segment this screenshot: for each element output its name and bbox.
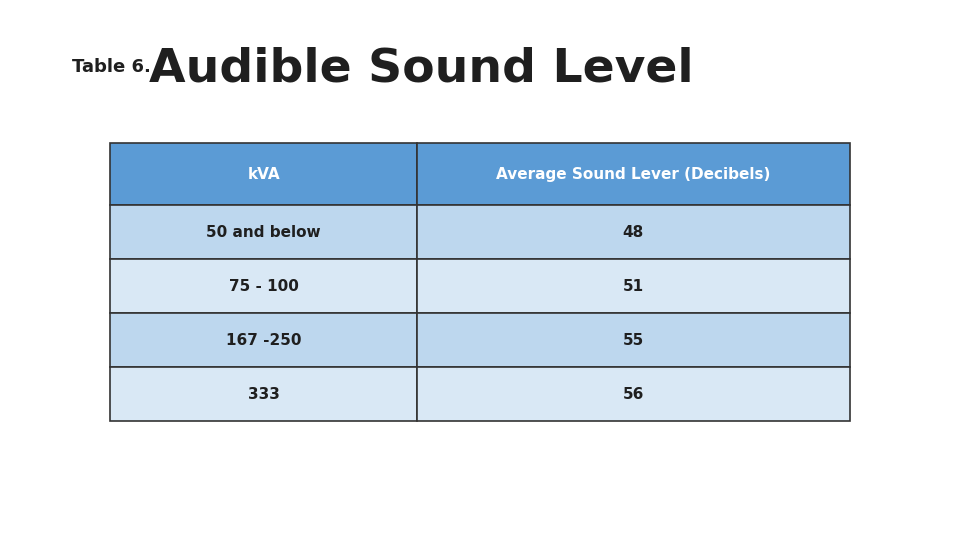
Text: 55: 55	[623, 333, 644, 348]
Text: kVA: kVA	[248, 167, 280, 181]
Bar	[110, 205, 418, 259]
Bar	[110, 259, 418, 313]
Bar	[418, 143, 850, 205]
Bar	[418, 313, 850, 367]
Text: Table 6.: Table 6.	[72, 58, 151, 77]
Bar	[110, 367, 418, 421]
Text: Audible Sound Level: Audible Sound Level	[149, 46, 693, 92]
Bar	[418, 205, 850, 259]
Text: 167 -250: 167 -250	[226, 333, 301, 348]
Bar	[110, 313, 418, 367]
Bar	[110, 143, 418, 205]
Text: 50 and below: 50 and below	[206, 225, 321, 240]
Bar	[418, 259, 850, 313]
Bar	[418, 367, 850, 421]
Text: Average Sound Lever (Decibels): Average Sound Lever (Decibels)	[496, 167, 771, 181]
Text: 48: 48	[623, 225, 644, 240]
Text: 75 - 100: 75 - 100	[228, 279, 299, 294]
Text: 51: 51	[623, 279, 644, 294]
Text: 56: 56	[623, 387, 644, 402]
Text: 333: 333	[248, 387, 279, 402]
